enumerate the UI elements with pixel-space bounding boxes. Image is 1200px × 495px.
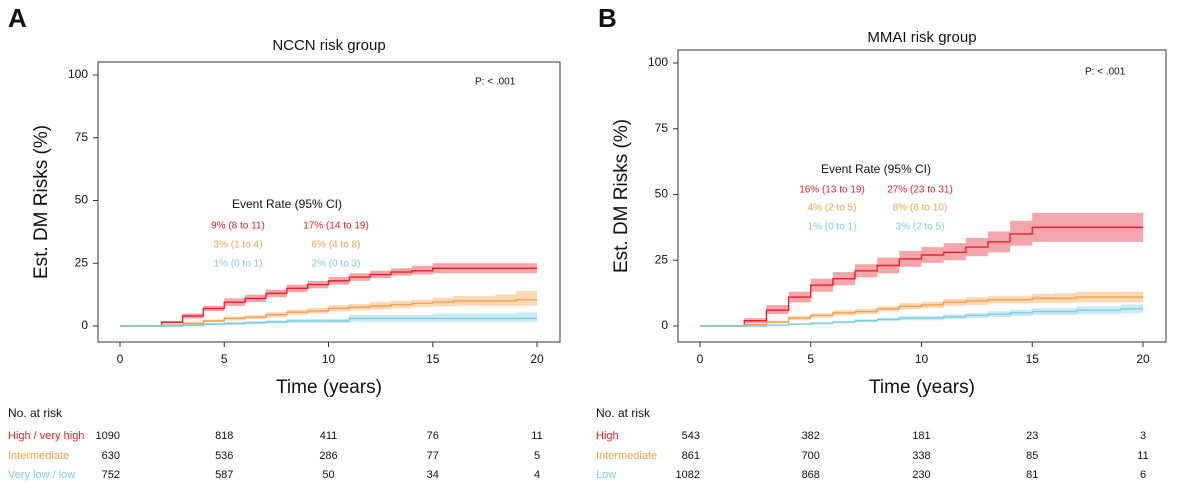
ci-band bbox=[120, 312, 537, 326]
y-axis-label: Est. DM Risks (%) bbox=[31, 125, 52, 279]
at-risk-count: 338 bbox=[912, 450, 930, 462]
event-rate: 3% (1 to 4) bbox=[214, 240, 263, 251]
x-tick-label: 15 bbox=[426, 352, 440, 366]
at-risk-count: 700 bbox=[802, 450, 820, 462]
at-risk-count: 1090 bbox=[96, 430, 120, 442]
y-tick-label: 50 bbox=[75, 193, 89, 207]
event-rate: 16% (13 to 19) bbox=[799, 185, 865, 196]
at-risk-count: 536 bbox=[215, 450, 233, 462]
event-rate: 4% (2 to 5) bbox=[808, 203, 857, 214]
x-tick-label: 5 bbox=[807, 352, 814, 366]
risk-group-label: Intermediate bbox=[596, 450, 657, 462]
x-axis-label: Time (years) bbox=[276, 377, 382, 398]
x-tick-label: 10 bbox=[322, 352, 336, 366]
at-risk-count: 286 bbox=[319, 450, 337, 462]
chart-title: NCCN risk group bbox=[272, 37, 385, 54]
event-rate: 27% (23 to 31) bbox=[887, 185, 953, 196]
at-risk-count: 3 bbox=[1140, 430, 1146, 442]
risk-curve bbox=[120, 298, 537, 327]
p-value: P: < .001 bbox=[1085, 67, 1126, 78]
x-tick-label: 0 bbox=[697, 352, 704, 366]
event-rate: 1% (0 to 1) bbox=[808, 222, 857, 233]
at-risk-count: 5 bbox=[534, 450, 540, 462]
event-rate-title: Event Rate (95% CI) bbox=[821, 162, 931, 176]
event-rate: 8% (6 to 10) bbox=[893, 203, 947, 214]
at-risk-count: 11 bbox=[1137, 450, 1148, 462]
at-risk-count: 181 bbox=[912, 430, 930, 442]
panel-label: A bbox=[8, 3, 27, 33]
at-risk-count: 77 bbox=[427, 450, 439, 462]
y-tick-label: 0 bbox=[661, 318, 668, 332]
y-tick-label: 50 bbox=[655, 187, 669, 201]
y-tick-label: 25 bbox=[75, 255, 89, 269]
panel-label: B bbox=[598, 3, 617, 33]
risk-curve bbox=[700, 308, 1143, 327]
risk-group-label: High / very high bbox=[8, 430, 84, 442]
y-tick-label: 25 bbox=[655, 252, 669, 266]
event-rate: 6% (4 to 8) bbox=[312, 240, 361, 251]
at-risk-count: 861 bbox=[682, 450, 700, 462]
at-risk-count: 382 bbox=[802, 430, 820, 442]
x-tick-label: 15 bbox=[1026, 352, 1040, 366]
risk-curve bbox=[120, 267, 537, 327]
event-rate-title: Event Rate (95% CI) bbox=[232, 197, 342, 211]
y-tick-label: 100 bbox=[68, 67, 88, 81]
event-rate: 3% (2 to 5) bbox=[896, 222, 945, 233]
at-risk-count: 23 bbox=[1026, 430, 1038, 442]
y-tick-label: 75 bbox=[75, 130, 89, 144]
at-risk-count: 85 bbox=[1026, 450, 1038, 462]
y-tick-label: 100 bbox=[648, 55, 668, 69]
at-risk-count: 411 bbox=[320, 430, 338, 442]
ci-band bbox=[120, 263, 537, 326]
at-risk-count: 818 bbox=[215, 430, 233, 442]
x-tick-label: 20 bbox=[530, 352, 544, 366]
event-rate: 2% (0 to 3) bbox=[312, 259, 361, 270]
y-tick-label: 0 bbox=[81, 318, 88, 332]
event-rate: 9% (8 to 11) bbox=[211, 221, 265, 232]
at-risk-count: 11 bbox=[531, 430, 542, 442]
risk-curve bbox=[700, 226, 1143, 327]
x-tick-label: 10 bbox=[915, 352, 929, 366]
risk-group-label: High bbox=[596, 430, 619, 442]
risk-curve bbox=[700, 296, 1143, 327]
at-risk-title: No. at risk bbox=[8, 406, 63, 420]
chart-title: MMAI risk group bbox=[867, 29, 976, 46]
event-rate: 17% (14 to 19) bbox=[303, 221, 369, 232]
at-risk-count: 587 bbox=[215, 469, 233, 481]
x-tick-label: 0 bbox=[117, 352, 124, 366]
at-risk-count: 868 bbox=[802, 469, 820, 481]
at-risk-count: 630 bbox=[102, 450, 120, 462]
at-risk-count: 230 bbox=[912, 469, 930, 481]
at-risk-count: 1082 bbox=[676, 469, 700, 481]
y-axis-label: Est. DM Risks (%) bbox=[611, 119, 632, 273]
ci-band bbox=[700, 304, 1143, 326]
risk-group-label: Very low / low bbox=[8, 469, 75, 481]
x-tick-label: 20 bbox=[1136, 352, 1150, 366]
at-risk-count: 76 bbox=[427, 430, 439, 442]
risk-group-label: Low bbox=[596, 469, 616, 481]
at-risk-title: No. at risk bbox=[596, 406, 651, 420]
risk-curve bbox=[120, 317, 537, 327]
p-value: P: < .001 bbox=[475, 77, 516, 88]
event-rate: 1% (0 to 1) bbox=[214, 259, 263, 270]
at-risk-count: 752 bbox=[102, 469, 120, 481]
at-risk-count: 34 bbox=[427, 469, 439, 481]
at-risk-count: 4 bbox=[534, 469, 540, 481]
risk-group-label: Intermediate bbox=[8, 450, 69, 462]
at-risk-count: 50 bbox=[322, 469, 334, 481]
x-tick-label: 5 bbox=[221, 352, 228, 366]
at-risk-count: 543 bbox=[682, 430, 700, 442]
at-risk-count: 81 bbox=[1026, 469, 1038, 481]
at-risk-count: 6 bbox=[1140, 469, 1146, 481]
y-tick-label: 75 bbox=[655, 121, 669, 135]
x-axis-label: Time (years) bbox=[869, 377, 975, 398]
